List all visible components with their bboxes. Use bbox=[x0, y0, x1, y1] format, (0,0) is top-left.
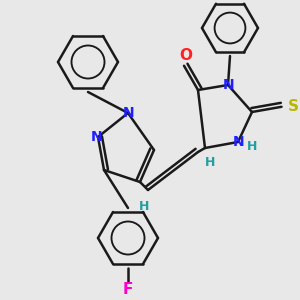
Text: N: N bbox=[233, 135, 245, 149]
Text: N: N bbox=[123, 106, 135, 120]
Text: H: H bbox=[205, 155, 215, 169]
Text: S: S bbox=[288, 99, 299, 114]
Text: H: H bbox=[247, 140, 257, 154]
Text: F: F bbox=[123, 283, 133, 298]
Text: H: H bbox=[139, 200, 149, 212]
Text: N: N bbox=[91, 130, 103, 144]
Text: O: O bbox=[179, 48, 193, 63]
Text: N: N bbox=[223, 78, 235, 92]
